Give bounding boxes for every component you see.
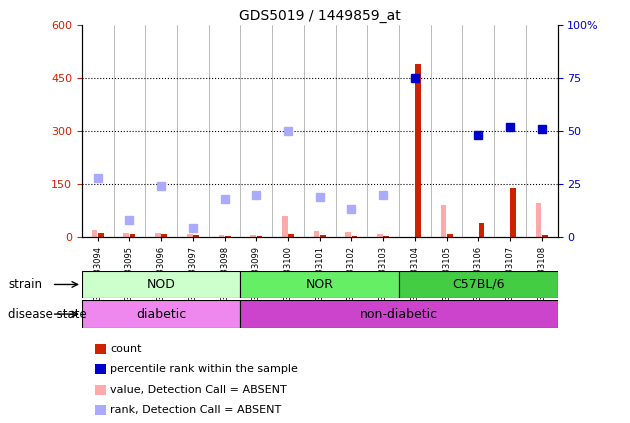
Bar (241, 300, 558, 328)
Bar (352, 236, 357, 237)
Bar (377, 234, 383, 237)
Bar (82, 271, 241, 298)
Bar (384, 236, 389, 237)
Bar (187, 234, 193, 237)
Bar (92, 230, 98, 237)
Bar (536, 203, 541, 237)
Bar (130, 234, 135, 237)
Bar (250, 235, 256, 237)
Text: disease state: disease state (8, 308, 87, 321)
Bar (282, 216, 288, 237)
Bar (161, 234, 167, 237)
Bar (123, 233, 129, 237)
Text: percentile rank within the sample: percentile rank within the sample (110, 364, 298, 374)
Text: NOD: NOD (147, 278, 176, 291)
Text: value, Detection Call = ABSENT: value, Detection Call = ABSENT (110, 385, 287, 395)
Text: rank, Detection Call = ABSENT: rank, Detection Call = ABSENT (110, 405, 282, 415)
Text: count: count (110, 344, 142, 354)
Bar (320, 235, 326, 237)
Text: diabetic: diabetic (136, 308, 186, 321)
Bar (440, 205, 446, 237)
Bar (399, 271, 558, 298)
Text: C57BL/6: C57BL/6 (452, 278, 505, 291)
Bar (289, 234, 294, 237)
Text: NOR: NOR (306, 278, 334, 291)
Bar (479, 223, 484, 237)
Bar (193, 235, 199, 237)
Bar (155, 233, 161, 237)
Text: strain: strain (8, 278, 42, 291)
Bar (241, 271, 399, 298)
Bar (82, 300, 241, 328)
Bar (225, 236, 231, 237)
Bar (345, 232, 351, 237)
Bar (447, 234, 452, 237)
Bar (98, 233, 104, 237)
Bar (510, 187, 516, 237)
Bar (314, 231, 319, 237)
Title: GDS5019 / 1449859_at: GDS5019 / 1449859_at (239, 9, 401, 23)
Bar (219, 235, 224, 237)
Bar (256, 236, 262, 237)
Bar (415, 64, 421, 237)
Bar (542, 235, 547, 237)
Text: non-diabetic: non-diabetic (360, 308, 438, 321)
